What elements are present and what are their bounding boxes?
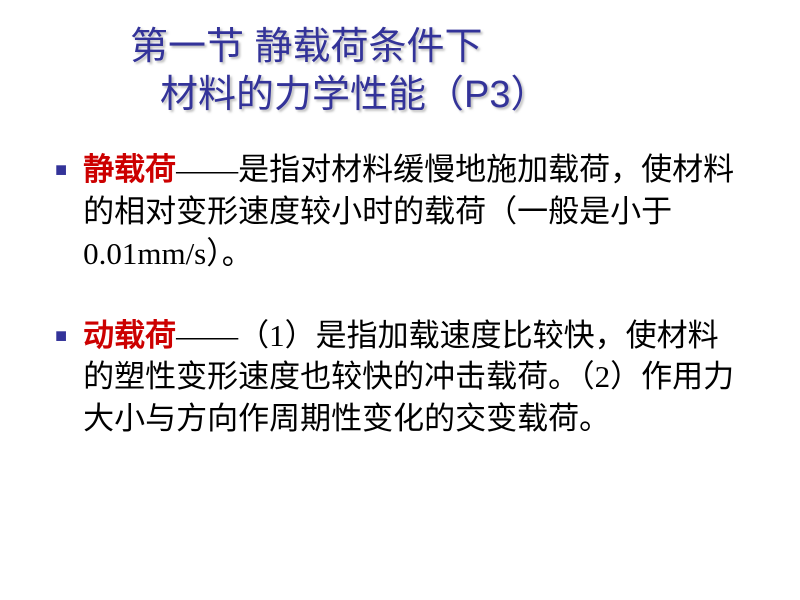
bullet-item: ■ 静载荷——是指对材料缓慢地施加载荷，使材料的相对变形速度较小时的载荷（一般是…	[55, 149, 745, 275]
bullet-item: ■ 动载荷——（1）是指加载速度比较快，使材料的塑性变形速度也较快的冲击载荷。（…	[55, 315, 745, 441]
slide: 第一节 静载荷条件下 材料的力学性能（P3） ■ 静载荷——是指对材料缓慢地施加…	[0, 0, 800, 600]
body-block: ■ 静载荷——是指对材料缓慢地施加载荷，使材料的相对变形速度较小时的载荷（一般是…	[0, 119, 800, 440]
title-line1: 第一节 静载荷条件下	[130, 24, 740, 72]
dash: ——	[176, 318, 238, 353]
bullet-marker-icon: ■	[55, 159, 67, 182]
bullet-text: 静载荷——是指对材料缓慢地施加载荷，使材料的相对变形速度较小时的载荷（一般是小于…	[83, 149, 745, 275]
title-line2: 材料的力学性能（P3）	[130, 72, 740, 120]
term-label: 静载荷	[83, 152, 176, 187]
term-label: 动载荷	[83, 318, 176, 353]
dash: ——	[176, 152, 238, 187]
bullet-text: 动载荷——（1）是指加载速度比较快，使材料的塑性变形速度也较快的冲击载荷。（2）…	[83, 315, 745, 441]
title-block: 第一节 静载荷条件下 材料的力学性能（P3）	[0, 0, 800, 119]
bullet-marker-icon: ■	[55, 325, 67, 348]
